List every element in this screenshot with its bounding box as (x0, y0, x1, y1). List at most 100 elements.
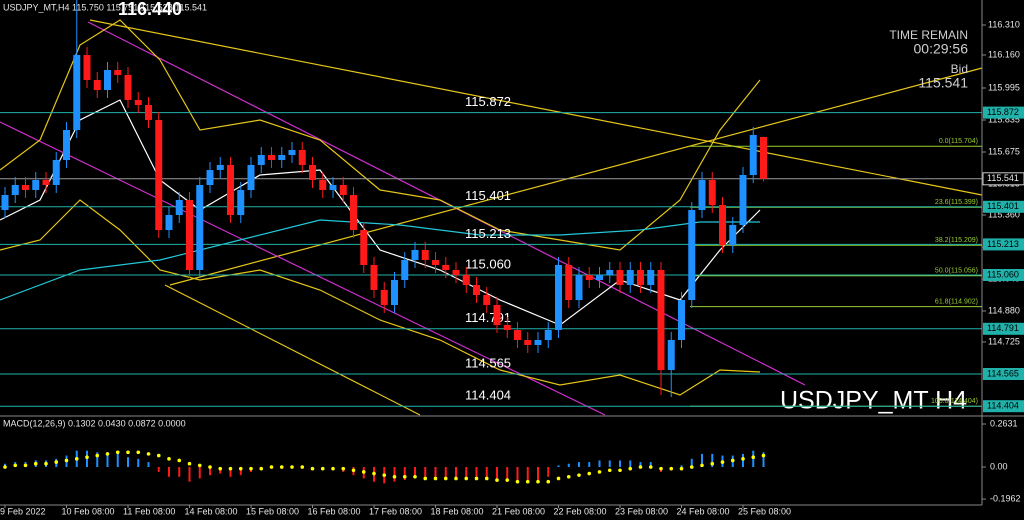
candle-body (565, 265, 573, 300)
y-tick-label: 0.00 (990, 461, 1008, 471)
candle-body (503, 325, 511, 330)
candle-body (278, 155, 286, 160)
signal-dot (392, 475, 397, 479)
signal-dot (505, 478, 510, 482)
macd-bar (680, 465, 683, 468)
x-tick-label: 25 Feb 08:00 (738, 506, 791, 516)
candle-body (606, 270, 614, 275)
bid-label: Bid (951, 62, 968, 76)
x-tick-label: 18 Feb 08:00 (431, 506, 484, 516)
candle-body (309, 165, 316, 180)
signal-dot (167, 457, 171, 461)
candle-body (104, 70, 111, 90)
candle-body (596, 275, 603, 280)
signal-dot (587, 471, 592, 476)
candle-body (729, 225, 737, 245)
candle-body (83, 55, 91, 80)
candle-body (298, 150, 306, 165)
candle-body (52, 160, 60, 185)
y-tick-label: 115.675 (988, 146, 1020, 156)
candle-body (124, 75, 132, 100)
signal-dot (382, 473, 387, 477)
signal-dot (546, 479, 551, 484)
x-tick-label: 16 Feb 08:00 (308, 506, 361, 516)
macd-bar (516, 467, 519, 482)
trend-line (169, 67, 983, 286)
signal-dot (484, 476, 489, 481)
signal-dot (331, 466, 335, 471)
y-tick-label: 116.160 (988, 49, 1020, 59)
signal-dot (361, 470, 366, 474)
candle-body (657, 270, 665, 370)
level-label: 115.213 (465, 226, 511, 241)
candle-body (719, 205, 726, 245)
bid-price: 115.541 (918, 75, 968, 91)
fib-label: 0.0(115.704) (939, 138, 978, 145)
candle-body (411, 250, 419, 260)
y-tick-label: 114.725 (988, 336, 1020, 346)
bid-badge (982, 172, 1024, 186)
candle-body (11, 185, 19, 195)
macd-bar (178, 467, 181, 477)
candle-body (452, 270, 460, 275)
candle-body (257, 155, 265, 165)
channel-line (0, 121, 606, 416)
band-lower (0, 199, 761, 396)
signal-dot (33, 461, 38, 466)
level-badge (983, 238, 1024, 251)
macd-bar (403, 467, 406, 481)
macd-bar (157, 467, 160, 472)
signal-dot (44, 461, 48, 466)
indicator-overlays (0, 19, 983, 416)
macd-bar (711, 453, 714, 468)
candle-body (145, 105, 152, 120)
candle-body (432, 260, 439, 265)
candle-body (514, 330, 521, 340)
candle-body (114, 70, 122, 75)
signal-dot (249, 466, 253, 471)
level-label: 114.791 (465, 310, 511, 325)
signal-dot (689, 465, 694, 469)
signal-dot (197, 463, 202, 468)
signal-dot (597, 470, 602, 474)
candle-body (421, 250, 429, 260)
signal-dot (105, 452, 110, 456)
macd-bar (475, 467, 478, 477)
signal-dot (290, 465, 294, 469)
candle-body (698, 180, 706, 210)
signal-dot (218, 466, 223, 471)
x-tick-label: 17 Feb 08:00 (369, 506, 422, 516)
candle-body (63, 130, 70, 160)
macd-bar (455, 467, 457, 477)
signal-dot (320, 466, 325, 471)
candle-body (268, 155, 275, 160)
signal-dot (126, 450, 130, 455)
candle-body (32, 180, 40, 190)
signal-dot (23, 463, 28, 468)
candle-body (186, 200, 193, 270)
candle-body (391, 280, 398, 305)
signal-dot (413, 475, 417, 479)
signal-dot (443, 476, 448, 481)
macd-bar (137, 458, 140, 468)
signal-dot (628, 466, 633, 471)
candle-body (93, 80, 101, 90)
macd-bar (414, 467, 416, 479)
candle-body (134, 100, 142, 105)
signal-dot (423, 476, 428, 481)
signal-dot (310, 466, 315, 471)
candle-body (247, 165, 255, 190)
candle-body (534, 340, 542, 345)
candle-body (42, 180, 50, 185)
candle-body (678, 300, 685, 340)
candle-body (585, 275, 593, 280)
macd-bar (526, 467, 529, 482)
level-label: 115.060 (465, 256, 511, 271)
signal-dot (74, 457, 79, 461)
trend-line (89, 19, 983, 196)
macd-bar (444, 467, 447, 477)
level-axis-label: 115.872 (987, 107, 1019, 117)
candle-body (360, 230, 368, 265)
